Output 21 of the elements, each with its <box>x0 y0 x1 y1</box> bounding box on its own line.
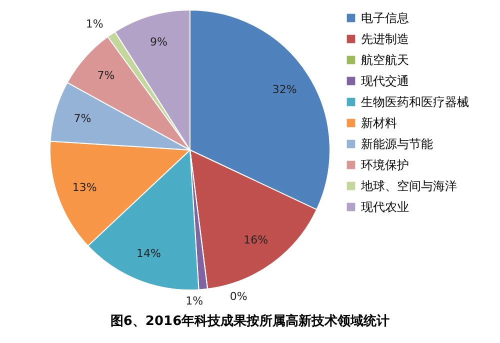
text: 图6、2016年科技成果按所属高新技术领域统计 <box>110 313 390 329</box>
data-label: 7% <box>74 112 92 125</box>
legend-label: 新材料 <box>361 116 397 130</box>
data-label: 1% <box>186 294 204 308</box>
legend-label: 地球、空间与海洋 <box>360 179 457 193</box>
legend-label: 现代交通 <box>361 74 409 88</box>
data-label: 13% <box>72 180 97 194</box>
data-label: 14% <box>136 247 161 260</box>
legend-label: 航空航天 <box>361 53 409 67</box>
data-label: 9% <box>150 35 168 48</box>
data-label: 32% <box>272 82 297 96</box>
data-label: 7% <box>97 68 115 82</box>
legend-label: 新能源与节能 <box>361 137 433 151</box>
legend-label: 先进制造 <box>361 32 409 46</box>
data-label: 1% <box>86 17 104 30</box>
legend-label: 环境保护 <box>361 158 409 172</box>
text: 0% <box>230 290 248 303</box>
data-label: 16% <box>244 234 268 247</box>
legend-label: 现代农业 <box>361 200 409 214</box>
legend-label: 电子信息 <box>361 11 409 25</box>
legend-label: 生物医药和医疗器械 <box>361 95 469 109</box>
